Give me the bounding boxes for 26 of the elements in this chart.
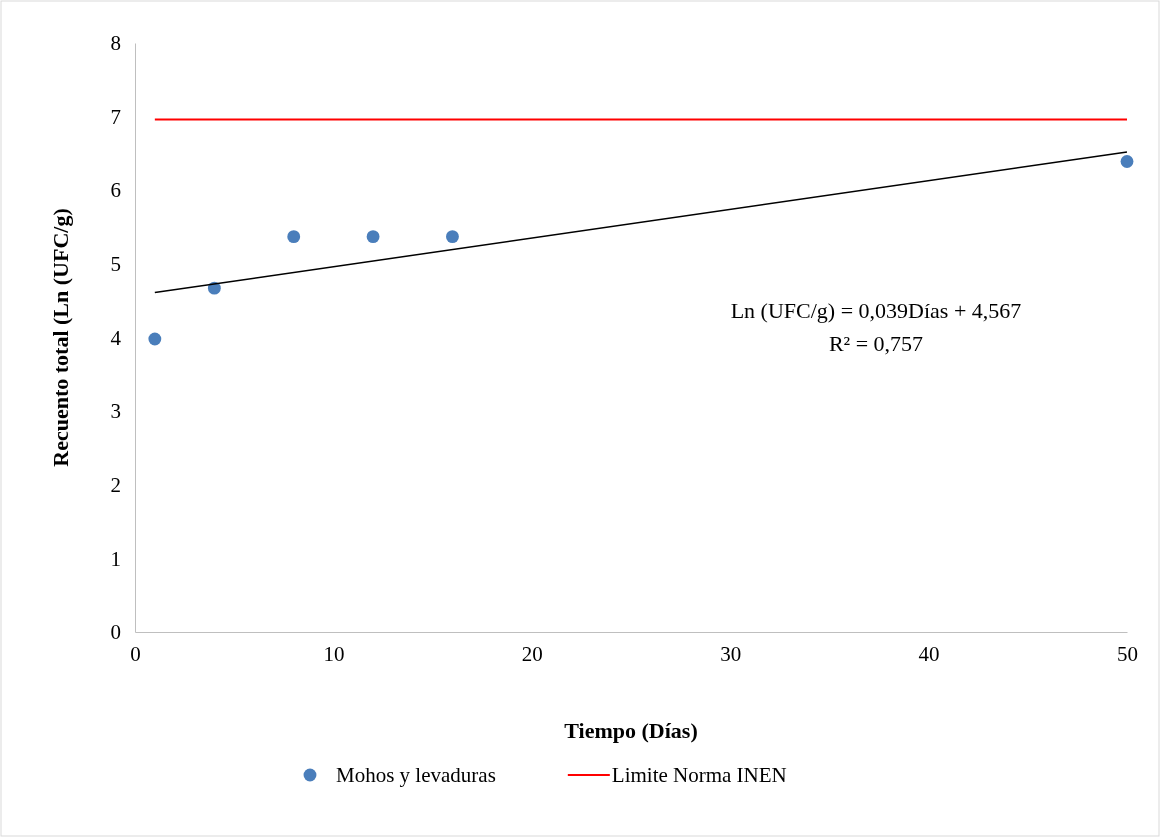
y-axis-title: Recuento total (Ln (UFC/g) xyxy=(48,208,73,467)
y-tick-label: 4 xyxy=(110,325,122,350)
y-tick-label: 1 xyxy=(110,546,121,571)
x-tick-label: 50 xyxy=(1117,641,1138,666)
x-tick-label: 0 xyxy=(130,641,141,666)
x-tick-label: 30 xyxy=(720,641,742,666)
annotation: Ln (UFC/g) = 0,039Días + 4,567 xyxy=(730,298,1022,323)
y-tick-label: 7 xyxy=(110,104,121,129)
y-tick-label: 0 xyxy=(110,620,121,645)
y-tick-label: 3 xyxy=(110,399,121,424)
x-tick-label: 10 xyxy=(323,641,345,666)
point xyxy=(1120,155,1134,168)
point xyxy=(287,230,301,244)
point xyxy=(366,230,380,244)
point xyxy=(446,230,459,244)
legend-label: Limite Norma INEN xyxy=(611,763,787,787)
y-tick-label: 2 xyxy=(110,472,121,497)
annotation: R² = 0,757 xyxy=(828,331,924,356)
y-tick-label: 8 xyxy=(110,31,121,56)
point xyxy=(148,332,162,346)
x-tick-label: 20 xyxy=(521,641,543,666)
y-tick-label: 5 xyxy=(110,252,121,277)
x-axis-title: Tiempo (Días) xyxy=(564,718,698,743)
y-tick-label: 6 xyxy=(110,178,121,203)
legend-label: Mohos y levaduras xyxy=(336,763,496,787)
x-tick-label: 40 xyxy=(918,641,940,666)
